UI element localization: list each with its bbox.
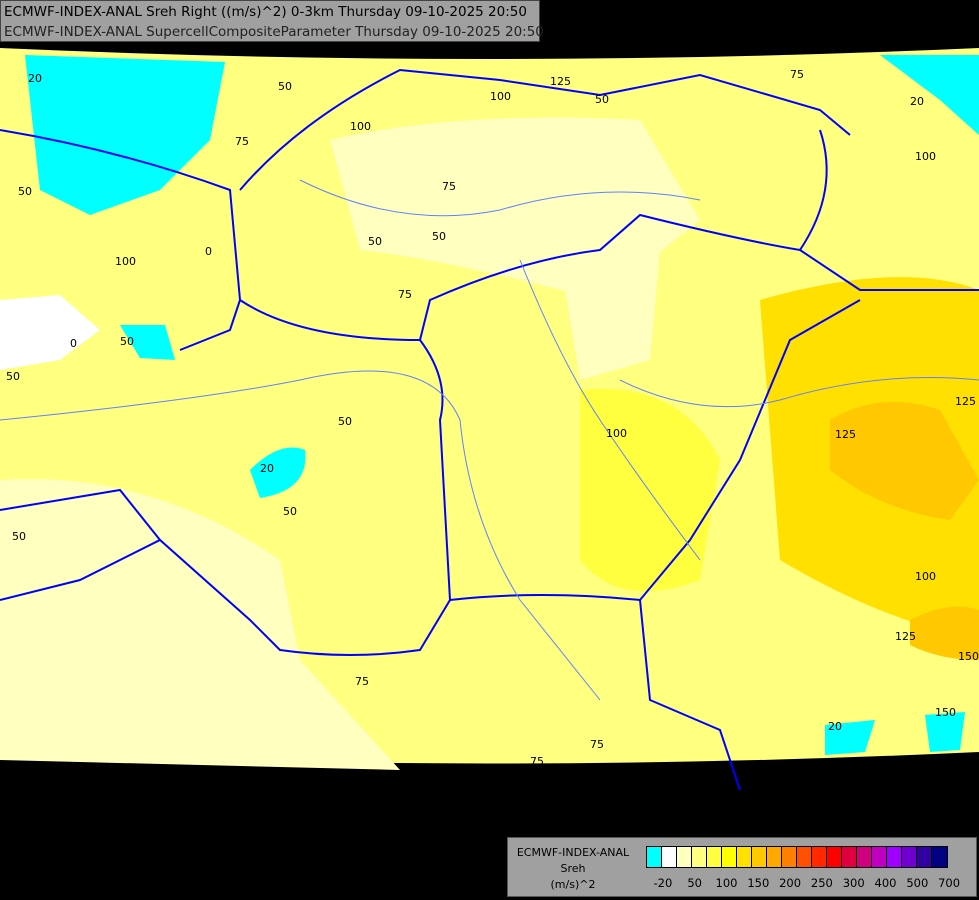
country-borders (0, 68, 979, 791)
contour-label: 50 (18, 185, 32, 198)
legend-tick-label: 700 (938, 876, 961, 890)
contour-label: 20 (28, 72, 42, 85)
cyan-region-se2 (925, 712, 965, 752)
contour-label: 50 (595, 93, 609, 106)
cyan-region-ne (880, 55, 979, 135)
contour-label: 50 (338, 415, 352, 428)
contour-label: 50 (278, 80, 292, 93)
contour-label: 125 (550, 75, 571, 88)
cyan-region-se1 (825, 720, 875, 755)
legend-swatch (872, 847, 887, 867)
legend-swatch (887, 847, 902, 867)
legend-swatch (677, 847, 692, 867)
contour-label: 100 (915, 150, 936, 163)
light-region-center (560, 250, 660, 380)
legend-tick-label: 500 (906, 876, 929, 890)
legend-swatch (902, 847, 917, 867)
legend-swatch (782, 847, 797, 867)
color-legend: ECMWF-INDEX-ANAL Sreh (m/s)^2 -20 50 100 15… (507, 837, 977, 897)
legend-model: ECMWF-INDEX-ANAL (516, 846, 630, 859)
cyan-region-w (120, 325, 175, 360)
legend-tick-label: 300 (842, 876, 865, 890)
legend-swatch (932, 847, 947, 867)
legend-swatch (707, 847, 722, 867)
legend-swatch (857, 847, 872, 867)
contour-label: 100 (350, 120, 371, 133)
contour-label: 0 (205, 245, 212, 258)
legend-tick-label: 50 (687, 876, 703, 890)
legend-tick-label: 100 (715, 876, 738, 890)
white-region-w (0, 295, 100, 370)
contour-labels: 20 50 75 100 125 50 100 75 50 50 75 100 … (6, 68, 979, 768)
cyan-lake (250, 447, 306, 498)
title-line-2: ECMWF-INDEX-ANAL SupercellCompositeParam… (4, 24, 544, 40)
legend-parameter: Sreh (560, 862, 586, 875)
contour-label: 75 (398, 288, 412, 301)
legend-swatch (662, 847, 677, 867)
contour-label: 0 (70, 337, 77, 350)
orange-region-east (830, 402, 979, 520)
contour-label: 50 (368, 235, 382, 248)
legend-swatch (692, 847, 707, 867)
legend-tick-label: 250 (810, 876, 833, 890)
legend-swatch (752, 847, 767, 867)
title-line-1: ECMWF-INDEX-ANAL Sreh Right ((m/s)^2) 0-… (4, 4, 527, 20)
legend-swatch (647, 847, 662, 867)
contour-label: 125 (955, 395, 976, 408)
contour-label: 50 (432, 230, 446, 243)
legend-swatch (722, 847, 737, 867)
contour-label: 75 (790, 68, 804, 81)
legend-swatches (646, 846, 948, 868)
legend-tick-label: 150 (747, 876, 770, 890)
contour-label: 50 (283, 505, 297, 518)
legend-unit: (m/s)^2 (550, 878, 596, 891)
legend-swatch (737, 847, 752, 867)
contour-label: 100 (606, 427, 627, 440)
contour-label: 50 (120, 335, 134, 348)
contour-label: 50 (12, 530, 26, 543)
light-region-north (330, 117, 700, 300)
contour-label: 20 (828, 720, 842, 733)
contour-label: 150 (935, 706, 956, 719)
legend-swatch (842, 847, 857, 867)
legend-swatch (827, 847, 842, 867)
contour-label: 75 (590, 738, 604, 751)
legend-tick-label: 200 (779, 876, 802, 890)
map-title-box: ECMWF-INDEX-ANAL Sreh Right ((m/s)^2) 0-… (0, 0, 544, 42)
legend-swatch (797, 847, 812, 867)
contour-label: 20 (260, 462, 274, 475)
contour-label: 75 (355, 675, 369, 688)
legend-tick-label: 400 (874, 876, 897, 890)
contour-label: 100 (490, 90, 511, 103)
contour-label: 50 (6, 370, 20, 383)
contour-label: 75 (442, 180, 456, 193)
legend-tick-label: -20 (653, 876, 673, 890)
contour-label: 75 (235, 135, 249, 148)
contour-label: 125 (895, 630, 916, 643)
legend-swatch (812, 847, 827, 867)
contour-label: 100 (915, 570, 936, 583)
rivers (0, 179, 979, 701)
contour-label: 75 (530, 755, 544, 768)
legend-swatch (917, 847, 932, 867)
orange-region-se (910, 606, 979, 660)
contour-label: 150 (958, 650, 979, 663)
legend-swatch (767, 847, 782, 867)
cyan-region-nw (25, 55, 225, 215)
contour-label: 100 (115, 255, 136, 268)
contour-label: 20 (910, 95, 924, 108)
contour-label: 125 (835, 428, 856, 441)
light-region-west (0, 479, 400, 770)
